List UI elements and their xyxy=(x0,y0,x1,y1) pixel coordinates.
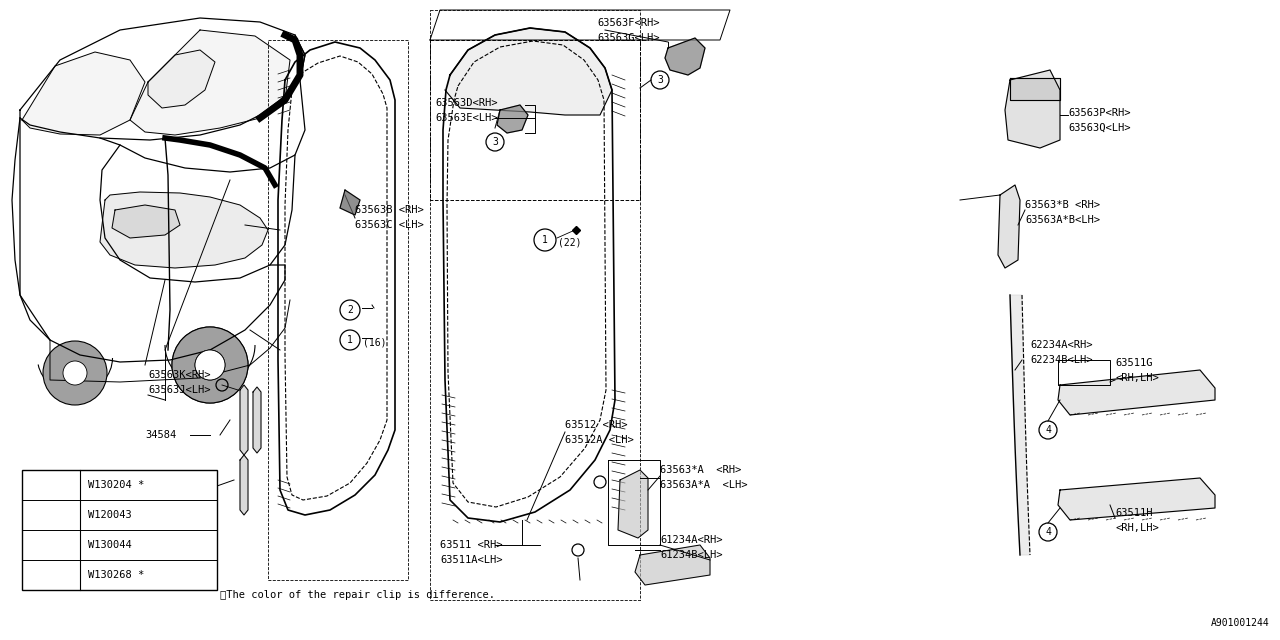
Text: (16): (16) xyxy=(364,337,387,347)
Text: 63563E<LH>: 63563E<LH> xyxy=(435,113,498,123)
Text: 63563K<RH>: 63563K<RH> xyxy=(148,370,210,380)
Text: <RH,LH>: <RH,LH> xyxy=(1115,523,1158,533)
Text: 63512A <LH>: 63512A <LH> xyxy=(564,435,634,445)
Polygon shape xyxy=(241,455,248,515)
Text: 63563F<RH>: 63563F<RH> xyxy=(596,18,659,28)
Text: W120043: W120043 xyxy=(88,510,132,520)
Text: 63511 <RH>: 63511 <RH> xyxy=(440,540,503,550)
Text: 62234B<LH>: 62234B<LH> xyxy=(1030,355,1093,365)
Polygon shape xyxy=(253,387,261,453)
Text: 4: 4 xyxy=(1044,527,1051,537)
Text: 4: 4 xyxy=(1044,425,1051,435)
Polygon shape xyxy=(1010,295,1030,555)
Circle shape xyxy=(63,361,87,385)
Text: 1: 1 xyxy=(41,480,47,490)
Text: 1: 1 xyxy=(541,235,548,245)
Text: 63563*B <RH>: 63563*B <RH> xyxy=(1025,200,1100,210)
Circle shape xyxy=(44,341,108,405)
Text: 3: 3 xyxy=(41,540,47,550)
Text: 3: 3 xyxy=(492,137,498,147)
Polygon shape xyxy=(618,470,648,538)
Polygon shape xyxy=(445,28,612,115)
Polygon shape xyxy=(22,52,145,135)
FancyBboxPatch shape xyxy=(22,470,218,590)
Polygon shape xyxy=(100,192,268,268)
Text: 63563W <LH>: 63563W <LH> xyxy=(143,495,211,505)
Text: W130268 *: W130268 * xyxy=(88,570,145,580)
Text: 34584: 34584 xyxy=(145,430,177,440)
Text: 63511A<LH>: 63511A<LH> xyxy=(440,555,503,565)
Polygon shape xyxy=(340,190,360,215)
Polygon shape xyxy=(241,385,248,455)
Text: 63563G<LH>: 63563G<LH> xyxy=(596,33,659,43)
Polygon shape xyxy=(497,105,529,133)
Polygon shape xyxy=(1005,70,1060,148)
Text: 2: 2 xyxy=(347,305,353,315)
Text: 63563B <RH>: 63563B <RH> xyxy=(355,205,424,215)
Text: 63512 <RH>: 63512 <RH> xyxy=(564,420,627,430)
Text: 2: 2 xyxy=(41,510,47,520)
Polygon shape xyxy=(148,50,215,108)
Polygon shape xyxy=(1059,478,1215,520)
Text: 63563J<LH>: 63563J<LH> xyxy=(148,385,210,395)
Polygon shape xyxy=(113,205,180,238)
Circle shape xyxy=(172,327,248,403)
Text: 63511H: 63511H xyxy=(1115,508,1152,518)
Text: 3: 3 xyxy=(657,75,663,85)
Circle shape xyxy=(195,350,225,380)
Polygon shape xyxy=(666,38,705,75)
Polygon shape xyxy=(635,545,710,585)
Text: W130044: W130044 xyxy=(88,540,132,550)
Text: 63563*A  <RH>: 63563*A <RH> xyxy=(660,465,741,475)
Text: 63563V <RH>: 63563V <RH> xyxy=(143,480,211,490)
Polygon shape xyxy=(998,185,1020,268)
Polygon shape xyxy=(131,30,291,135)
Text: 63563P<RH>: 63563P<RH> xyxy=(1068,108,1130,118)
Text: ※The color of the repair clip is difference.: ※The color of the repair clip is differe… xyxy=(220,590,495,600)
Text: 63511G: 63511G xyxy=(1115,358,1152,368)
Text: 4: 4 xyxy=(41,570,47,580)
Text: <RH,LH>: <RH,LH> xyxy=(1115,373,1158,383)
Text: 62234A<RH>: 62234A<RH> xyxy=(1030,340,1093,350)
Text: 61234A<RH>: 61234A<RH> xyxy=(660,535,722,545)
Text: 63563D<RH>: 63563D<RH> xyxy=(435,98,498,108)
Polygon shape xyxy=(1059,370,1215,415)
Text: 63563A*A  <LH>: 63563A*A <LH> xyxy=(660,480,748,490)
Text: 63563A*B<LH>: 63563A*B<LH> xyxy=(1025,215,1100,225)
Text: 1: 1 xyxy=(347,335,353,345)
Text: A901001244: A901001244 xyxy=(1211,618,1270,628)
Text: (22): (22) xyxy=(558,237,581,247)
Text: 61234B<LH>: 61234B<LH> xyxy=(660,550,722,560)
Text: 63563Q<LH>: 63563Q<LH> xyxy=(1068,123,1130,133)
Text: 63563C <LH>: 63563C <LH> xyxy=(355,220,424,230)
Polygon shape xyxy=(1010,78,1060,100)
Text: W130204 *: W130204 * xyxy=(88,480,145,490)
